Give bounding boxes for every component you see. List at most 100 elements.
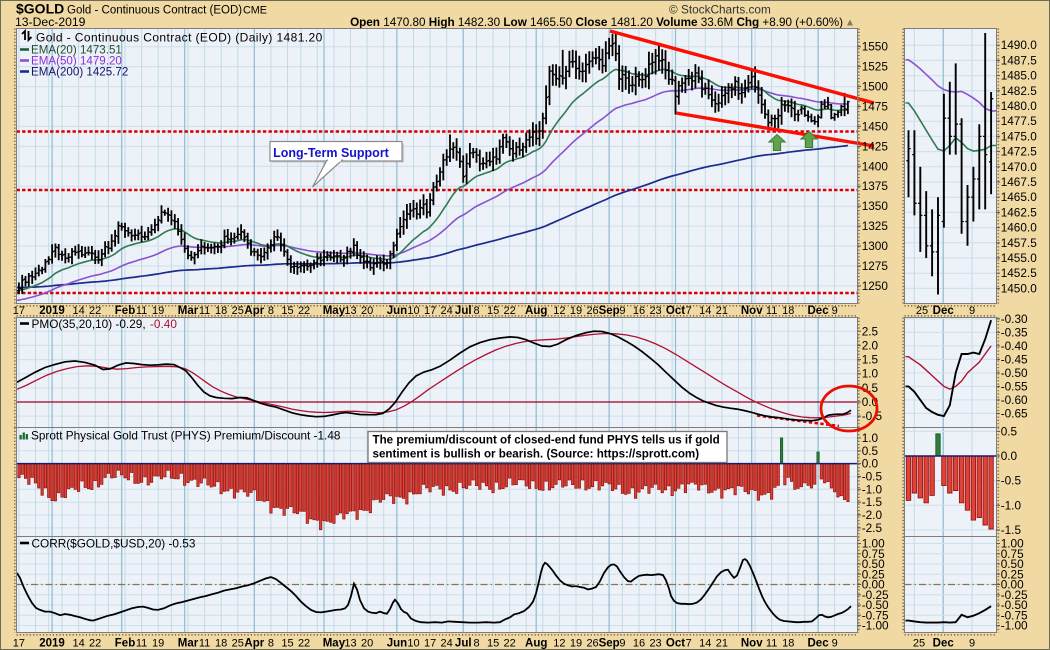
svg-text:9: 9 [619,638,625,650]
svg-text:Oct: Oct [666,638,685,650]
svg-text:11: 11 [136,305,147,317]
svg-text:PMO(35,20,10) -0.29,: PMO(35,20,10) -0.29, [32,317,146,331]
svg-text:-1.5: -1.5 [1001,523,1022,537]
svg-text:-0.5: -0.5 [1001,474,1022,488]
svg-text:Open 1470.80 High 1482.30 Lo: Open 1470.80 High 1482.30 Low 1465.50 Cl… [350,16,843,29]
svg-text:EMA(20) 1473.51: EMA(20) 1473.51 [31,44,122,57]
svg-text:19: 19 [570,305,582,317]
svg-text:-1.0: -1.0 [862,482,883,496]
svg-text:14: 14 [72,638,84,650]
svg-text:1.00: 1.00 [862,537,885,551]
svg-text:23: 23 [649,305,661,317]
svg-text:1500: 1500 [862,80,889,94]
svg-text:2019: 2019 [39,305,65,317]
svg-text:Jul: Jul [455,305,472,317]
svg-text:Oct: Oct [666,305,685,317]
svg-text:1487.5: 1487.5 [1001,53,1038,67]
svg-text:Nov: Nov [741,305,763,317]
svg-text:9: 9 [969,305,975,317]
svg-text:Long-Term Support: Long-Term Support [273,146,390,160]
svg-text:1470.0: 1470.0 [1001,160,1038,174]
svg-text:16: 16 [633,638,645,650]
svg-text:14: 14 [699,638,711,650]
svg-text:0.50: 0.50 [862,557,885,571]
svg-text:10: 10 [407,638,419,650]
svg-text:Sep: Sep [599,638,620,650]
svg-text:25: 25 [916,305,928,317]
svg-text:22: 22 [504,638,516,650]
svg-text:7: 7 [686,638,692,650]
svg-text:-0.50: -0.50 [1001,598,1028,612]
svg-text:25: 25 [913,638,925,650]
svg-text:21: 21 [716,305,728,317]
svg-text:12: 12 [553,638,565,650]
svg-text:1465.0: 1465.0 [1001,190,1038,204]
svg-text:13: 13 [344,305,356,317]
svg-text:-1.5: -1.5 [862,495,883,509]
svg-text:18: 18 [782,638,794,650]
svg-text:2.5: 2.5 [862,324,879,338]
svg-text:Aug: Aug [525,305,547,317]
svg-text:14: 14 [72,305,84,317]
svg-text:16: 16 [633,305,645,317]
svg-text:Apr: Apr [244,305,264,317]
svg-text:-2.0: -2.0 [862,508,883,522]
svg-text:1450: 1450 [862,119,889,133]
svg-text:24: 24 [441,305,453,317]
svg-text:-0.45: -0.45 [1001,352,1028,366]
svg-text:0.5: 0.5 [862,444,879,458]
svg-text:1550: 1550 [862,40,889,54]
svg-text:1450.0: 1450.0 [1001,281,1038,295]
svg-text:0.00: 0.00 [1001,578,1024,592]
svg-text:-0.5: -0.5 [862,469,883,483]
svg-text:© StockCharts.com: © StockCharts.com [669,3,771,17]
svg-text:1477.5: 1477.5 [1001,114,1038,128]
svg-text:EMA(50) 1479.20: EMA(50) 1479.20 [31,55,122,68]
svg-text:1485.0: 1485.0 [1001,69,1038,83]
svg-text:15: 15 [281,305,293,317]
svg-text:-1.0: -1.0 [1001,498,1022,512]
svg-text:26: 26 [586,305,598,317]
svg-text:15: 15 [487,305,499,317]
svg-text:1452.5: 1452.5 [1001,266,1038,280]
svg-text:9: 9 [969,638,975,650]
svg-text:19: 19 [152,638,164,650]
svg-text:8: 8 [473,305,479,317]
svg-text:9: 9 [832,638,838,650]
svg-text:1457.5: 1457.5 [1001,236,1038,250]
svg-text:13-Dec-2019: 13-Dec-2019 [15,15,86,29]
svg-text:CORR($GOLD,$USD,20) -0.53: CORR($GOLD,$USD,20) -0.53 [32,537,196,551]
svg-text:0.0: 0.0 [862,457,879,471]
svg-text:8: 8 [473,638,479,650]
svg-text:-0.35: -0.35 [1001,325,1028,339]
svg-text:11: 11 [766,638,777,650]
svg-text:Sprott Physical Gold Trust (PH: Sprott Physical Gold Trust (PHYS) Premiu… [31,429,341,443]
svg-text:17: 17 [424,305,436,317]
svg-text:8: 8 [268,638,274,650]
svg-text:0.25: 0.25 [1001,567,1024,581]
svg-text:25: 25 [232,638,244,650]
svg-text:-2.5: -2.5 [862,521,883,535]
svg-text:-0.25: -0.25 [1001,588,1028,602]
svg-text:1462.5: 1462.5 [1001,205,1038,219]
svg-text:22: 22 [504,305,516,317]
svg-text:8: 8 [268,305,274,317]
svg-text:-0.40: -0.40 [1001,339,1028,353]
svg-text:10: 10 [407,305,419,317]
svg-text:9: 9 [619,305,625,317]
svg-text:Feb: Feb [115,638,135,650]
svg-text:17: 17 [13,638,25,650]
svg-text:1400: 1400 [862,159,889,173]
svg-text:May: May [323,305,346,317]
svg-text:13: 13 [344,638,356,650]
svg-text:0.50: 0.50 [1001,557,1024,571]
svg-text:9: 9 [832,305,838,317]
svg-text:1455.0: 1455.0 [1001,251,1038,265]
svg-text:1472.5: 1472.5 [1001,145,1038,159]
svg-text:17: 17 [424,638,436,650]
svg-text:1467.5: 1467.5 [1001,175,1038,189]
svg-text:1475.0: 1475.0 [1001,129,1038,143]
svg-text:11: 11 [199,638,210,650]
svg-text:1375: 1375 [862,179,889,193]
svg-text:12: 12 [553,305,565,317]
